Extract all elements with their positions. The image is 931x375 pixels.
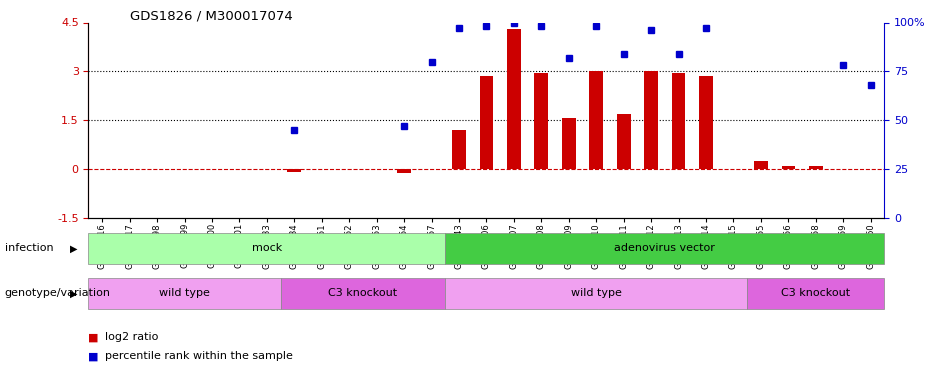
Text: mock: mock xyxy=(251,243,282,254)
Bar xyxy=(398,169,411,172)
Bar xyxy=(644,71,658,169)
Text: infection: infection xyxy=(5,243,53,254)
Bar xyxy=(445,278,748,309)
Text: wild type: wild type xyxy=(571,288,622,298)
Text: log2 ratio: log2 ratio xyxy=(105,333,158,342)
Text: wild type: wild type xyxy=(159,288,210,298)
Text: percentile rank within the sample: percentile rank within the sample xyxy=(105,351,293,361)
Bar xyxy=(754,160,768,169)
Bar xyxy=(589,71,603,169)
Bar xyxy=(809,165,823,169)
Bar xyxy=(452,130,466,169)
Text: ▶: ▶ xyxy=(70,243,77,254)
Bar xyxy=(88,278,280,309)
Bar xyxy=(748,278,884,309)
Bar xyxy=(534,73,548,169)
Text: C3 knockout: C3 knockout xyxy=(329,288,398,298)
Text: ■: ■ xyxy=(88,351,99,361)
Text: genotype/variation: genotype/variation xyxy=(5,288,111,298)
Bar xyxy=(562,118,575,169)
Bar xyxy=(280,278,445,309)
Text: adenovirus vector: adenovirus vector xyxy=(614,243,715,254)
Bar xyxy=(672,73,685,169)
Bar xyxy=(699,76,713,169)
Bar xyxy=(88,232,445,264)
Bar xyxy=(781,165,795,169)
Text: ▶: ▶ xyxy=(70,288,77,298)
Bar xyxy=(288,169,301,172)
Text: GDS1826 / M300017074: GDS1826 / M300017074 xyxy=(130,9,293,22)
Bar xyxy=(617,114,630,169)
Bar xyxy=(507,29,520,169)
Bar xyxy=(479,76,493,169)
Text: ■: ■ xyxy=(88,333,99,342)
Bar xyxy=(445,232,884,264)
Text: C3 knockout: C3 knockout xyxy=(781,288,850,298)
